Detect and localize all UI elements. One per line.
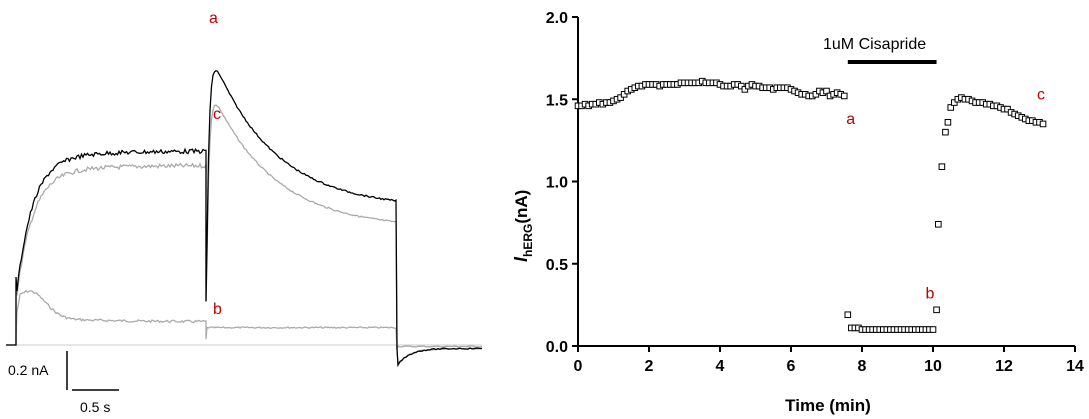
scale-bar-y-label: 0.2 nA bbox=[8, 362, 49, 378]
y-tick-label: 0.0 bbox=[546, 339, 568, 356]
current-traces-panel: 0.2 nA 0.5 s a c b bbox=[6, 10, 483, 415]
svg-text:IhERG(nA): IhERG(nA) bbox=[511, 190, 535, 262]
data-point bbox=[823, 87, 830, 95]
y-tick-label: 1.5 bbox=[546, 92, 568, 109]
trace-b bbox=[6, 289, 483, 350]
data-point bbox=[942, 128, 949, 136]
y-axis-title-unit: (nA) bbox=[512, 190, 531, 224]
y-axis-title: IhERG(nA) bbox=[511, 190, 535, 262]
trace-label-c: c bbox=[213, 106, 221, 123]
trace-c bbox=[6, 104, 483, 367]
scale-bar-x-label: 0.5 s bbox=[80, 399, 110, 415]
x-tick-label: 4 bbox=[716, 358, 725, 375]
x-tick-label: 12 bbox=[995, 358, 1013, 375]
point-label-c: c bbox=[1037, 87, 1045, 104]
y-tick-label: 1.0 bbox=[546, 175, 568, 192]
x-axis-title: Time (min) bbox=[785, 396, 871, 415]
x-tick-label: 10 bbox=[924, 358, 942, 375]
y-tick-label: 0.5 bbox=[546, 257, 568, 274]
data-point bbox=[935, 220, 942, 228]
data-points bbox=[574, 77, 1047, 333]
trace-label-a: a bbox=[209, 10, 218, 27]
x-tick-label: 6 bbox=[787, 358, 796, 375]
time-course-panel: 0.0 0.5 1.0 1.5 2.0 0 2 4 6 8 10 12 14 1uM Cisapride… bbox=[511, 10, 1084, 415]
point-labels: a b c bbox=[846, 87, 1045, 303]
x-tick-label: 14 bbox=[1066, 358, 1084, 375]
data-point bbox=[844, 311, 852, 319]
y-axis-title-main: I bbox=[511, 256, 531, 262]
trace-a bbox=[6, 69, 483, 368]
data-point bbox=[947, 104, 955, 111]
point-label-a: a bbox=[846, 111, 855, 128]
data-point bbox=[938, 163, 946, 170]
x-tick-label: 0 bbox=[574, 358, 583, 375]
axes: 0.0 0.5 1.0 1.5 2.0 0 2 4 6 8 10 12 14 bbox=[546, 10, 1084, 375]
scale-bar: 0.2 nA 0.5 s bbox=[8, 351, 119, 415]
data-point bbox=[944, 118, 952, 126]
data-point bbox=[929, 326, 937, 333]
drug-application: 1uM Cisapride bbox=[823, 36, 937, 64]
data-point bbox=[840, 92, 848, 100]
x-tick-label: 8 bbox=[858, 358, 867, 375]
trace-group bbox=[6, 69, 483, 368]
point-label-b: b bbox=[925, 286, 934, 303]
data-point bbox=[933, 306, 940, 314]
trace-label-b: b bbox=[213, 301, 222, 318]
x-tick-label: 2 bbox=[645, 358, 654, 375]
y-tick-label: 2.0 bbox=[546, 10, 568, 27]
data-point bbox=[1039, 120, 1047, 128]
y-axis-title-sub: hERG bbox=[521, 224, 535, 257]
drug-label: 1uM Cisapride bbox=[823, 36, 926, 53]
